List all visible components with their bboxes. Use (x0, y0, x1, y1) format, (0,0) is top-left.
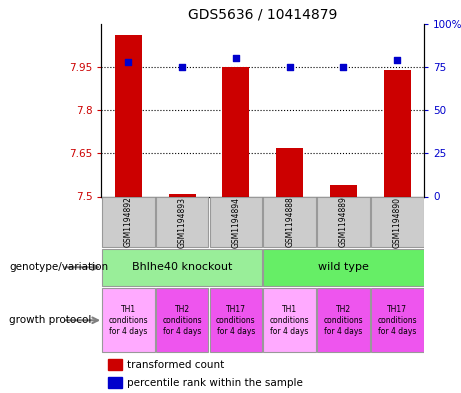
Text: GSM1194892: GSM1194892 (124, 196, 133, 248)
Text: Bhlhe40 knockout: Bhlhe40 knockout (132, 262, 232, 272)
Text: TH17
conditions
for 4 days: TH17 conditions for 4 days (378, 305, 417, 336)
Bar (263, 197, 316, 247)
Bar (371, 197, 424, 247)
Bar (317, 197, 370, 247)
Bar (371, 288, 424, 353)
Bar (209, 288, 262, 353)
Text: TH2
conditions
for 4 days: TH2 conditions for 4 days (324, 305, 363, 336)
Bar (263, 249, 424, 286)
Text: transformed count: transformed count (127, 360, 225, 370)
Bar (317, 288, 370, 353)
Bar (156, 288, 208, 353)
Text: TH2
conditions
for 4 days: TH2 conditions for 4 days (162, 305, 202, 336)
Text: GSM1194893: GSM1194893 (177, 196, 187, 248)
Text: wild type: wild type (318, 262, 369, 272)
Title: GDS5636 / 10414879: GDS5636 / 10414879 (188, 7, 337, 21)
Point (232, 55, 240, 61)
Text: TH1
conditions
for 4 days: TH1 conditions for 4 days (108, 305, 148, 336)
Bar (263, 288, 316, 353)
Text: growth protocol: growth protocol (9, 315, 92, 325)
Bar (102, 197, 154, 247)
Point (178, 64, 186, 70)
Bar (330, 185, 357, 196)
Bar (169, 194, 195, 196)
Text: GSM1194890: GSM1194890 (393, 196, 402, 248)
Text: GSM1194894: GSM1194894 (231, 196, 240, 248)
Point (340, 64, 347, 70)
Text: GSM1194889: GSM1194889 (339, 196, 348, 248)
Bar (115, 35, 142, 197)
Bar (102, 249, 262, 286)
Point (124, 59, 132, 65)
Bar (209, 197, 262, 247)
Point (286, 64, 293, 70)
Point (394, 57, 401, 63)
Bar (156, 197, 208, 247)
Text: percentile rank within the sample: percentile rank within the sample (127, 378, 303, 388)
Text: TH17
conditions
for 4 days: TH17 conditions for 4 days (216, 305, 256, 336)
Bar (108, 377, 122, 388)
Text: GSM1194888: GSM1194888 (285, 196, 294, 248)
Bar (108, 359, 122, 370)
Bar (102, 288, 154, 353)
Bar (276, 147, 303, 196)
Bar (222, 67, 249, 196)
Text: TH1
conditions
for 4 days: TH1 conditions for 4 days (270, 305, 309, 336)
Text: genotype/variation: genotype/variation (9, 262, 108, 272)
Bar (384, 70, 411, 196)
